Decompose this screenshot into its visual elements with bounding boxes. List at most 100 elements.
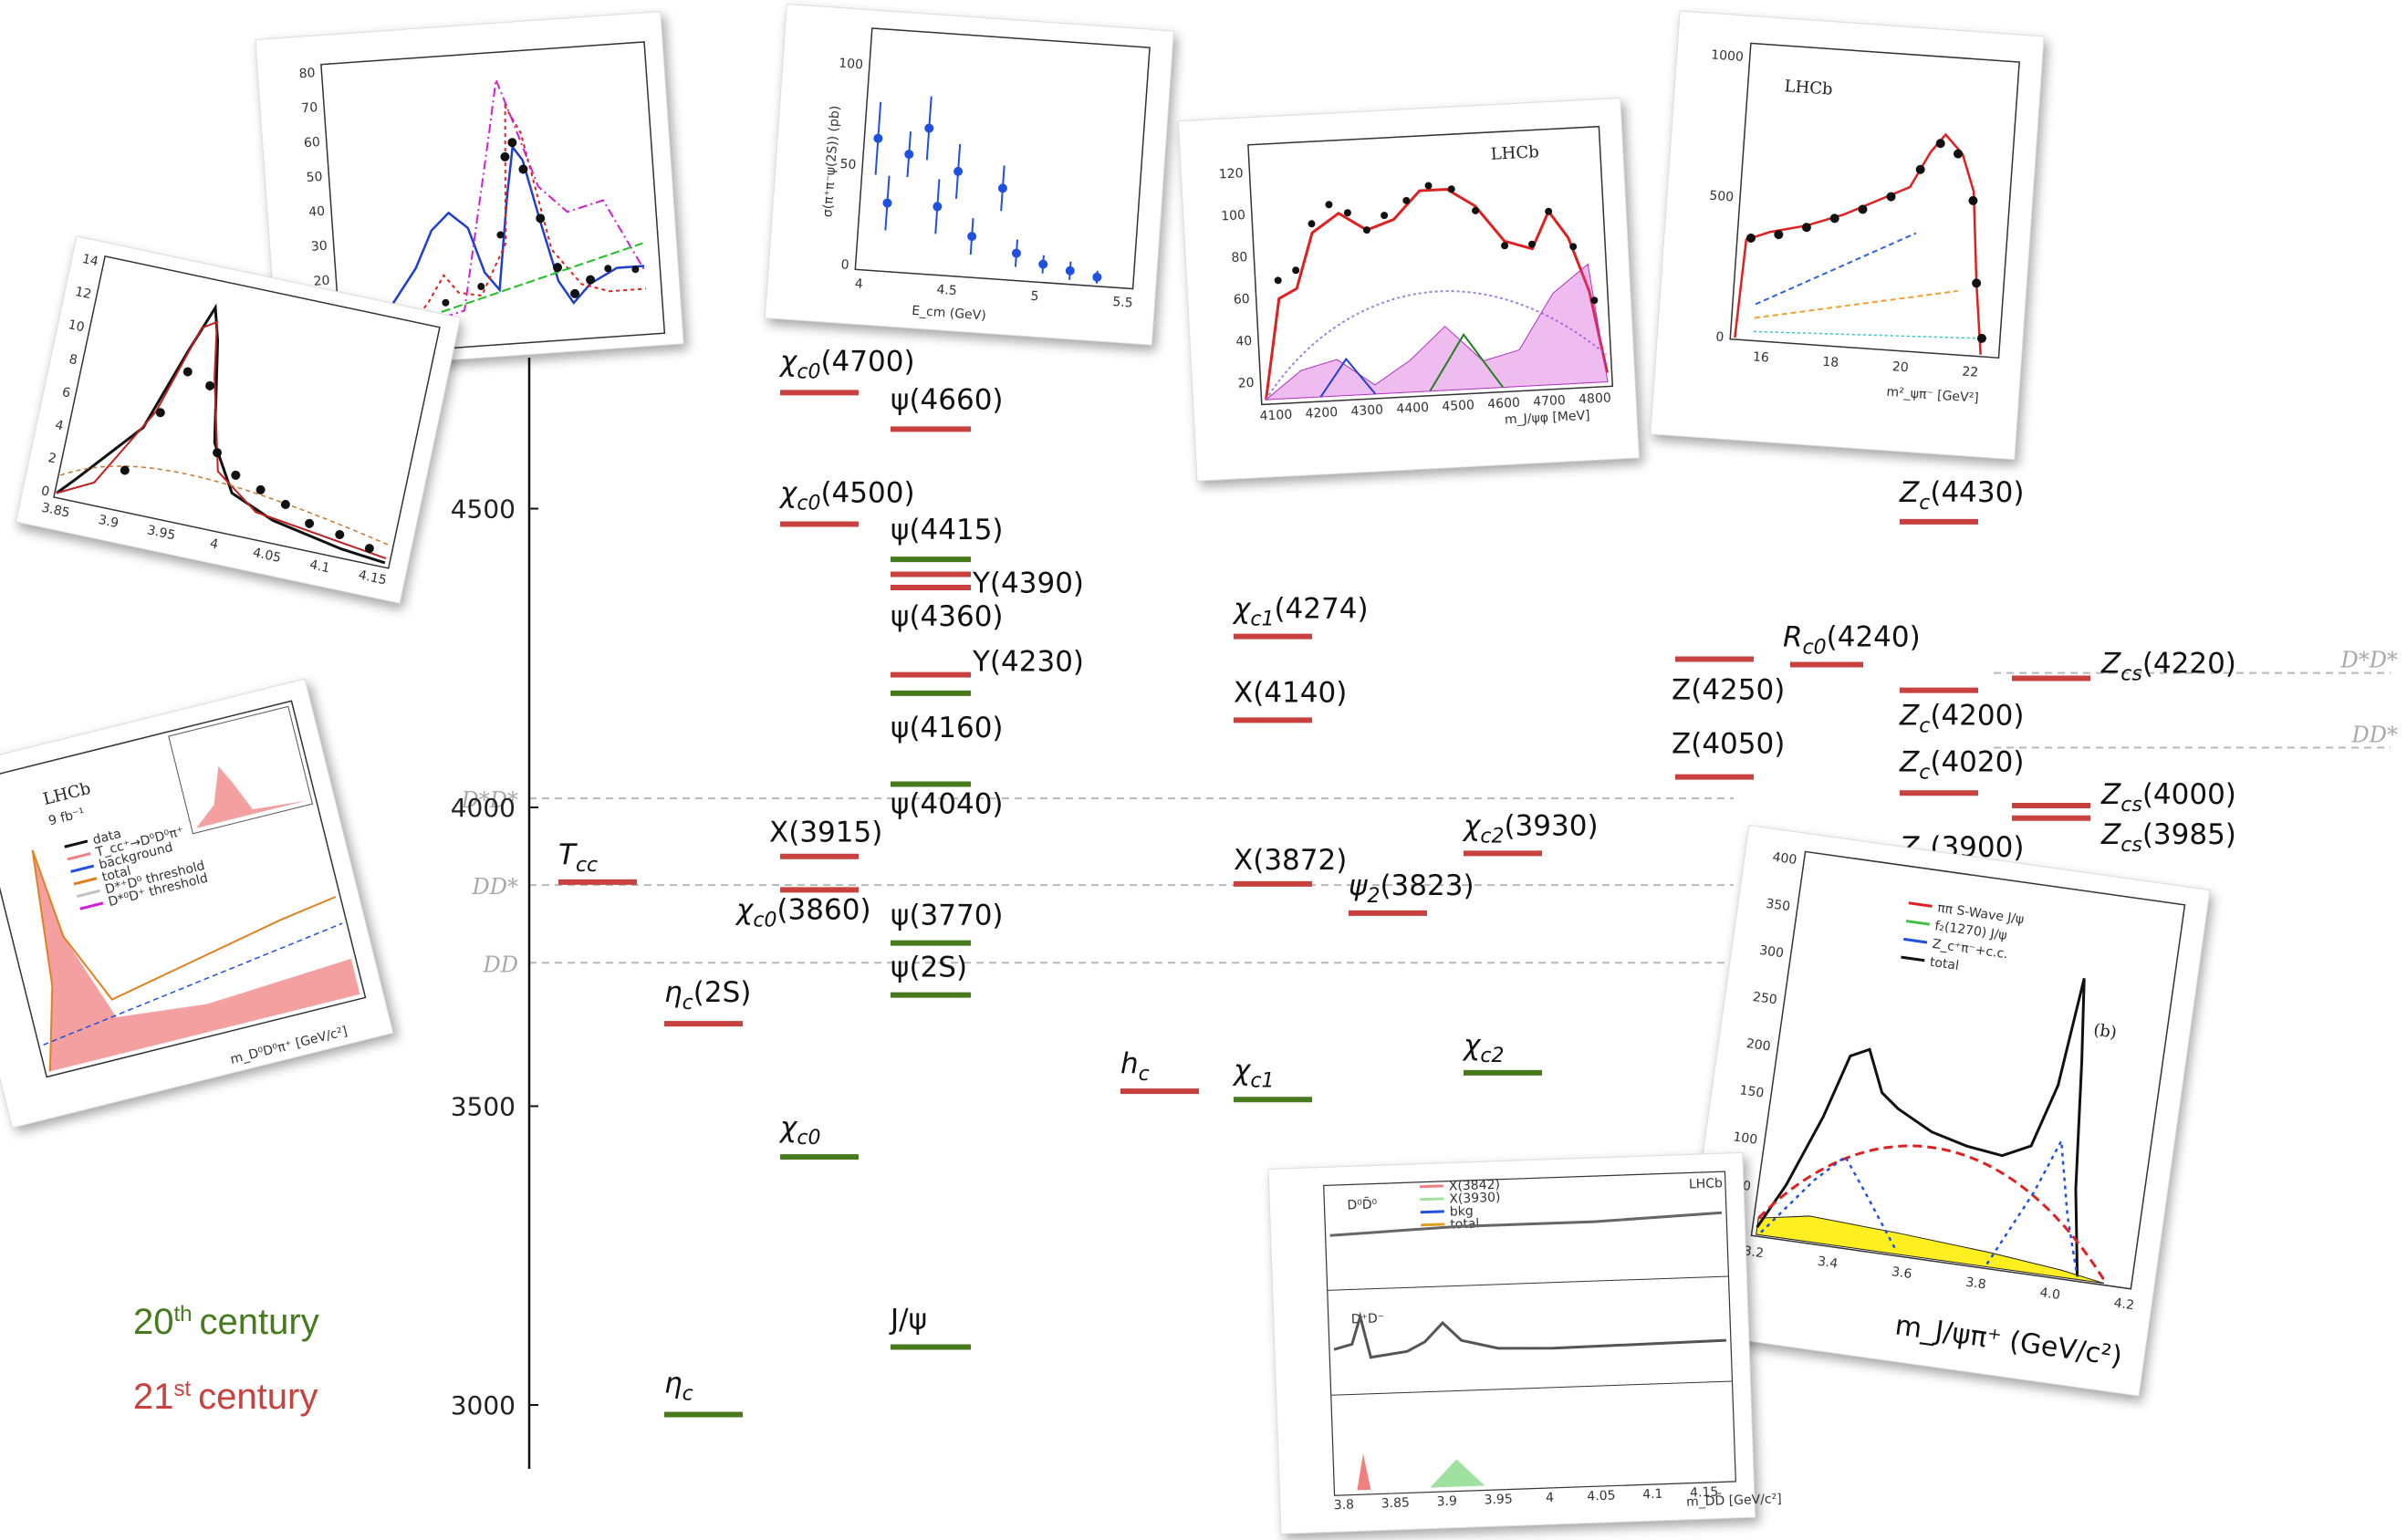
inset-tick-label: 20	[1237, 376, 1255, 391]
inset-tick-label: 4100	[1259, 408, 1292, 424]
inset-legend-swatch	[1905, 920, 1931, 926]
threshold-label: DD*	[472, 874, 518, 900]
state-label: X(3915)	[769, 817, 882, 849]
inset-tick-label: 4.15	[357, 567, 388, 588]
inset-tick-label: 3.8	[1334, 1497, 1355, 1513]
inset-tick-label: 5.5	[1112, 295, 1133, 311]
inset-legend-entry: X(3842)	[1449, 1178, 1501, 1194]
inset-tick-label: 4800	[1579, 390, 1611, 407]
inset-tick-label: 22	[1962, 365, 1979, 380]
state-label: hc	[1120, 1047, 1150, 1086]
inset-tick-label: 3.9	[1436, 1494, 1457, 1510]
state-label: X(3872)	[1234, 844, 1347, 877]
inset4-xlabel: m_J/ψφ [MeV]	[1505, 409, 1590, 428]
inset-tick-label: 2	[47, 451, 57, 467]
state-label: ηc	[664, 1367, 693, 1405]
inset8-xlabel: m_DD̄ [GeV/c²]	[1686, 1491, 1782, 1510]
inset-tick-label: 80	[1231, 250, 1248, 265]
state-levels: ηc ηc(2S) Tcc J/ψ ψ(2S) ψ(3770) ψ(4040) ψ(4160)…	[558, 345, 2236, 1418]
inset-tick-label: 4600	[1487, 396, 1520, 412]
axis-tick-label: 3000	[451, 1390, 516, 1420]
inset-tick-label: 4	[209, 536, 220, 553]
legend-21st-century: 21st century	[133, 1377, 318, 1417]
mass-axis: 3000 3500 4000 4500	[451, 358, 538, 1469]
inset-tick-label: 3.95	[146, 523, 177, 543]
inset-tick-label: 70	[301, 100, 318, 116]
inset-tick-label: 50	[306, 170, 323, 185]
state-label: ψ(3770)	[891, 900, 1004, 932]
state-label: ψ(4160)	[891, 712, 1004, 744]
inset-tick-label: 4	[54, 418, 65, 434]
inset8-label2: D⁺D⁻	[1351, 1311, 1385, 1327]
inset-tick-label: 4.5	[936, 283, 957, 299]
state-label: Y(4230)	[972, 646, 1084, 679]
inset-legend-swatch	[76, 889, 100, 899]
state-label: ψ(4660)	[891, 383, 1004, 416]
inset-tick-label: 150	[1739, 1083, 1766, 1101]
inset-legend-swatch	[1908, 901, 1933, 908]
state-label: χc1(4274)	[1232, 593, 1369, 631]
inset-tick-label: 18	[1822, 355, 1839, 370]
axis-tick-label: 4500	[451, 494, 516, 525]
threshold-label: DD*	[2351, 723, 2398, 748]
state-label: χc2(3930)	[1462, 809, 1599, 848]
inset4-lhcb: LHCb	[1490, 142, 1539, 164]
inset-tick-label: 300	[1758, 943, 1785, 962]
inset5-xlabel: m²_ψπ⁻ [GeV²]	[1886, 385, 1979, 406]
inset3-xlabel: E_cm (GeV)	[912, 304, 987, 324]
inset-tick-label: 4700	[1533, 393, 1566, 410]
inset-legend-entry: data	[91, 827, 122, 848]
inset-tick-label: 0	[1715, 330, 1724, 346]
inset5-lhcb: LHCb	[1784, 77, 1833, 99]
era-legend: 20th century 21st century	[133, 1302, 319, 1417]
inset-tick-label: 3.2	[1743, 1243, 1765, 1261]
threshold-label: D*D*	[2340, 648, 2398, 673]
inset-tick-label: 400	[1772, 850, 1798, 869]
inset-tick-label: 10	[67, 317, 86, 335]
inset-legend-swatch	[73, 877, 98, 886]
inset-tick-label: 8	[68, 352, 78, 369]
axis-tick-label: 4000	[451, 793, 516, 823]
state-label: ψ2(3823)	[1349, 869, 1474, 908]
inset-tick-label: 4.2	[2113, 1295, 2135, 1313]
inset-tick-label: 350	[1765, 897, 1791, 915]
inset-tick-label: 4.1	[308, 557, 331, 576]
inset-legend-swatch	[1903, 937, 1928, 944]
state-label: Zc(4430)	[1899, 476, 2024, 515]
state-label: X(4140)	[1234, 676, 1347, 709]
state-label: χc0(4500)	[778, 477, 915, 515]
inset-zc3900-plot: 4003503002502001501005003.23.43.63.84.04…	[1677, 825, 2211, 1397]
inset-tick-label: 4200	[1305, 405, 1338, 421]
state-label: χc0	[778, 1111, 820, 1150]
state-label: χc0(3860)	[735, 893, 871, 931]
state-label: Zc(4200)	[1899, 700, 2024, 738]
threshold-lines: DD DD* D*D* D*D* DD*	[461, 648, 2398, 978]
state-label: χc2	[1462, 1029, 1504, 1067]
inset-legend-swatch	[1901, 955, 1925, 962]
inset-dalitz-projection-plot: LHCb 1000 500 0 16 18 20 22 m²_ψπ⁻ [GeV²]	[1650, 10, 2045, 461]
state-label: Y(4390)	[972, 567, 1084, 600]
inset-legend-swatch	[64, 839, 89, 848]
inset-tick-label: 12	[74, 285, 93, 302]
inset-tick-label: 100	[1732, 1129, 1758, 1148]
state-label: Zcs(3985)	[2100, 818, 2236, 857]
state-label: ψ(4360)	[891, 600, 1004, 633]
inset-tcc-plot: LHCb 9 fb⁻¹ dataT_cc⁺→D⁰D⁰π⁺backgroundto…	[0, 678, 394, 1129]
inset-legend-entry: bkg	[1450, 1204, 1474, 1220]
inset-legend-entry: total	[1929, 955, 1960, 973]
inset-legend-entry: total	[100, 864, 132, 885]
inset-tick-label: 80	[298, 66, 316, 81]
inset-tick-label: 0	[840, 257, 849, 273]
inset-legend-entry: X(3930)	[1449, 1191, 1501, 1207]
inset-tick-label: 3.9	[97, 513, 120, 531]
state-label: J/ψ	[889, 1303, 927, 1336]
inset-tick-label: 4400	[1396, 401, 1429, 417]
threshold-label: D*D*	[461, 787, 518, 813]
inset-tick-label: 4	[1546, 1491, 1555, 1505]
inset-tick-label: 20	[1891, 359, 1909, 375]
inset-tick-label: 60	[1234, 292, 1251, 307]
inset8-lhcb: LHCb	[1689, 1176, 1724, 1191]
